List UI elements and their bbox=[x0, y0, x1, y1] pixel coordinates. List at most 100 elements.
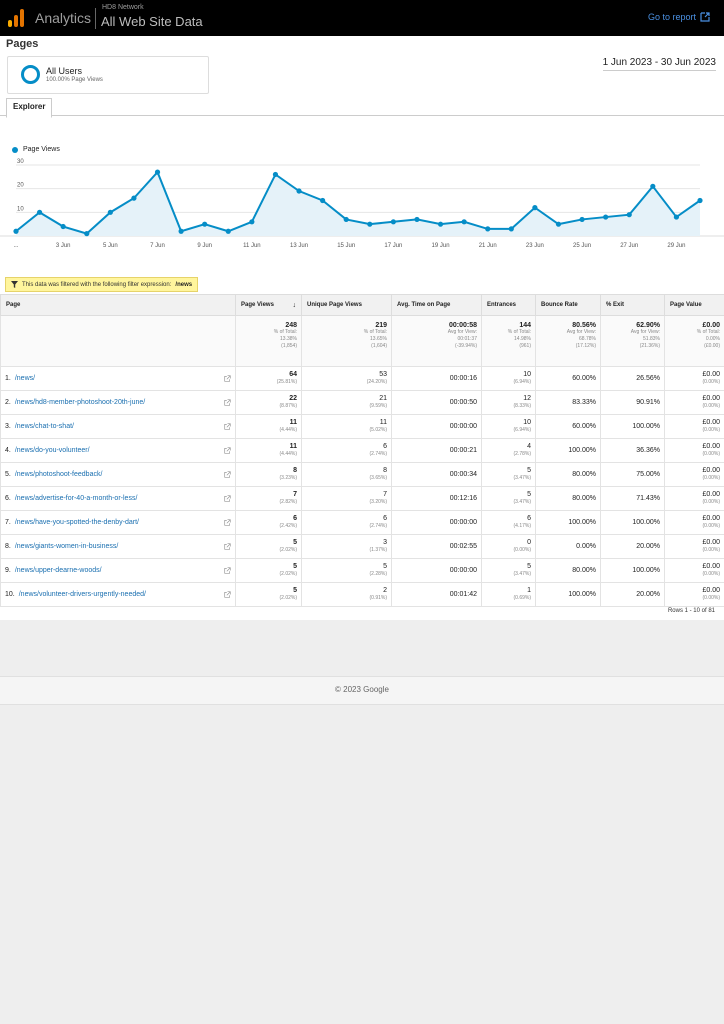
page-value-cell: £0.00 (0.00%) bbox=[664, 486, 724, 511]
table-row: 6./news/advertise-for-40-a-month-or-less… bbox=[0, 486, 724, 511]
avg-time-cell: 00:00:34 bbox=[391, 462, 482, 487]
open-page-icon[interactable] bbox=[224, 375, 231, 382]
y-tick-label: 20 bbox=[17, 183, 24, 189]
entrances-cell: 6 (4.17%) bbox=[481, 510, 536, 535]
col-header-exit[interactable]: % Exit bbox=[600, 294, 665, 316]
page-cell: 5./news/photoshoot-feedback/ bbox=[0, 462, 236, 487]
x-tick-label: 29 Jun bbox=[667, 243, 685, 249]
entrances-value: 1 bbox=[527, 587, 531, 594]
data-point bbox=[437, 221, 444, 227]
page-views-cell: 8 (3.23%) bbox=[235, 462, 302, 487]
bounce-rate-cell: 80.00% bbox=[535, 486, 601, 511]
page-link[interactable]: /news/hd8-member-photoshoot-20th-june/ bbox=[14, 399, 146, 406]
col-header-bounce-rate[interactable]: Bounce Rate bbox=[535, 294, 601, 316]
totals-subtext: (21.36%) bbox=[639, 343, 660, 349]
totals-subtext: 00:01:37 bbox=[457, 336, 477, 342]
entrances-cell: 5 (3.47%) bbox=[481, 558, 536, 583]
page-cell: 9./news/upper-dearne-woods/ bbox=[0, 558, 236, 583]
page-views-pct: (2.02%) bbox=[279, 595, 297, 601]
go-to-report-link[interactable]: Go to report bbox=[648, 12, 710, 22]
entrances-pct: (6.94%) bbox=[513, 427, 531, 433]
page-link[interactable]: /news/do-you-volunteer/ bbox=[14, 447, 90, 454]
page-cell: 8./news/giants-women-in-business/ bbox=[0, 534, 236, 559]
page-link[interactable]: /news/upper-dearne-woods/ bbox=[14, 567, 102, 574]
data-point bbox=[13, 228, 19, 234]
col-header-page-value[interactable]: Page Value bbox=[664, 294, 724, 316]
open-page-icon[interactable] bbox=[224, 495, 231, 502]
tab-divider bbox=[0, 115, 724, 116]
open-page-icon[interactable] bbox=[224, 471, 231, 478]
segment-ring-icon bbox=[21, 65, 40, 84]
entrances-value: 10 bbox=[523, 371, 531, 378]
exit-cell: 36.36% bbox=[600, 438, 665, 463]
entrances-value: 5 bbox=[527, 467, 531, 474]
data-point bbox=[107, 209, 113, 215]
open-page-icon[interactable] bbox=[224, 543, 231, 550]
page-link[interactable]: /news/advertise-for-40-a-month-or-less/ bbox=[14, 495, 138, 502]
totals-subtext: 14.98% bbox=[514, 336, 531, 342]
unique-page-views-cell: 2 (0.91%) bbox=[301, 582, 392, 607]
page-views-pct: (2.42%) bbox=[279, 523, 297, 529]
data-point bbox=[296, 188, 302, 194]
entrances-pct: (0.69%) bbox=[513, 595, 531, 601]
segment-subtitle: 100.00% Page Views bbox=[46, 77, 103, 83]
page-views-value: 5 bbox=[293, 587, 297, 594]
data-point bbox=[508, 226, 514, 232]
page-link[interactable]: /news/chat-to-shat/ bbox=[14, 423, 74, 430]
table-row: 7./news/have-you-spotted-the-denby-dart/… bbox=[0, 510, 724, 535]
page-link[interactable]: /news/have-you-spotted-the-denby-dart/ bbox=[14, 519, 139, 526]
unique-page-views-cell: 21 (9.59%) bbox=[301, 390, 392, 415]
page-link[interactable]: /news/photoshoot-feedback/ bbox=[14, 471, 103, 478]
page-value-cell: £0.00 (0.00%) bbox=[664, 510, 724, 535]
entrances-cell: 1 (0.69%) bbox=[481, 582, 536, 607]
page-link[interactable]: /news/ bbox=[14, 375, 36, 382]
col-header-unique-page-views[interactable]: Unique Page Views bbox=[301, 294, 392, 316]
entrances-value: 5 bbox=[527, 563, 531, 570]
data-point bbox=[603, 214, 609, 220]
col-header-entrances[interactable]: Entrances bbox=[481, 294, 536, 316]
open-page-icon[interactable] bbox=[224, 447, 231, 454]
page-views-value: 7 bbox=[293, 491, 297, 498]
tab-explorer[interactable]: Explorer bbox=[6, 98, 53, 118]
page-link[interactable]: /news/giants-women-in-business/ bbox=[14, 543, 119, 550]
data-point bbox=[390, 219, 396, 225]
open-page-icon[interactable] bbox=[224, 423, 231, 430]
open-page-icon[interactable] bbox=[224, 591, 231, 598]
open-page-icon[interactable] bbox=[224, 399, 231, 406]
date-range-picker[interactable]: 1 Jun 2023 - 30 Jun 2023 bbox=[602, 57, 716, 71]
col-header-page[interactable]: Page bbox=[0, 294, 236, 316]
totals-subtext: 13.38% bbox=[280, 336, 297, 342]
account-name: HD8 Network bbox=[102, 4, 144, 11]
entrances-value: 12 bbox=[523, 395, 531, 402]
open-page-icon[interactable] bbox=[224, 567, 231, 574]
totals-subtext: (-39.94%) bbox=[455, 343, 477, 349]
unique-page-views-value: 5 bbox=[383, 563, 387, 570]
page-views-pct: (2.82%) bbox=[279, 499, 297, 505]
page-cell: 7./news/have-you-spotted-the-denby-dart/ bbox=[0, 510, 236, 535]
segment-card[interactable]: All Users 100.00% Page Views bbox=[7, 56, 209, 94]
data-point bbox=[367, 221, 373, 227]
table-row: 10./news/volunteer-drivers-urgently-need… bbox=[0, 582, 724, 607]
totals-subtext: Avg for View: bbox=[630, 329, 660, 335]
x-tick-label: 15 Jun bbox=[337, 243, 355, 249]
page-value-cell: £0.00 (0.00%) bbox=[664, 390, 724, 415]
bounce-rate-cell: 60.00% bbox=[535, 414, 601, 439]
table-header-row: Page Page Views ↓ Unique Page Views Avg. … bbox=[0, 294, 724, 316]
open-page-icon[interactable] bbox=[224, 519, 231, 526]
page-cell: 10./news/volunteer-drivers-urgently-need… bbox=[0, 582, 236, 607]
page-value-pct: (0.00%) bbox=[702, 547, 720, 553]
unique-page-views-value: 6 bbox=[383, 515, 387, 522]
totals-subtext: (£0.00) bbox=[704, 343, 720, 349]
entrances-cell: 12 (8.33%) bbox=[481, 390, 536, 415]
col-header-avg-time[interactable]: Avg. Time on Page bbox=[391, 294, 482, 316]
entrances-pct: (6.94%) bbox=[513, 379, 531, 385]
page-link[interactable]: /news/volunteer-drivers-urgently-needed/ bbox=[18, 591, 146, 598]
col-header-page-views[interactable]: Page Views ↓ bbox=[235, 294, 302, 316]
property-selector[interactable]: All Web Site Data bbox=[101, 14, 203, 29]
page-views-cell: 64 (25.81%) bbox=[235, 366, 302, 391]
data-point bbox=[225, 228, 231, 234]
unique-page-views-pct: (0.91%) bbox=[369, 595, 387, 601]
entrances-pct: (3.47%) bbox=[513, 499, 531, 505]
bounce-rate-cell: 100.00% bbox=[535, 510, 601, 535]
table-row: 8./news/giants-women-in-business/5 (2.02%… bbox=[0, 534, 724, 559]
